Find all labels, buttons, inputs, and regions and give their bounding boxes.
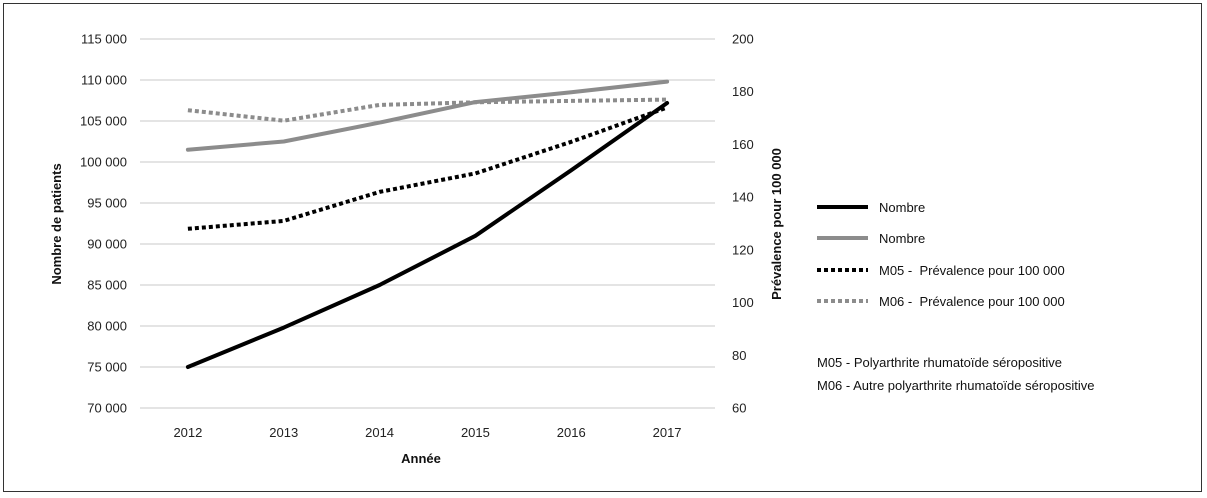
left-tick-label: 115 000 xyxy=(81,32,127,47)
x-tick-label: 2017 xyxy=(653,425,682,440)
series-line-4 xyxy=(187,97,668,123)
grid-lines xyxy=(140,38,715,409)
left-tick-label: 75 000 xyxy=(87,360,127,375)
legend: Nombre Nombre M05 - Prévalence pour 100 00… xyxy=(817,200,1065,309)
right-tick-label: 80 xyxy=(732,348,746,363)
left-tick-label: 105 000 xyxy=(80,114,127,129)
left-tick-label: 80 000 xyxy=(87,319,127,334)
legend-label: Nombre xyxy=(879,231,925,246)
right-axis-title: Prévalence pour 100 000 xyxy=(769,148,784,300)
x-axis-title: Année xyxy=(401,451,441,466)
left-tick-label: 95 000 xyxy=(87,196,127,211)
x-tick-label: 2013 xyxy=(269,425,298,440)
legend-label: Nombre xyxy=(879,200,925,215)
chart-frame xyxy=(3,3,1202,492)
legend-label: M06 - Prévalence pour 100 000 xyxy=(879,294,1065,309)
right-tick-label: 180 xyxy=(732,84,754,99)
series-line-3 xyxy=(187,105,668,231)
left-tick-label: 100 000 xyxy=(80,155,127,170)
x-tick-label: 2012 xyxy=(173,425,202,440)
right-tick-label: 60 xyxy=(732,401,746,416)
right-tick-label: 100 xyxy=(732,295,754,310)
left-tick-label: 90 000 xyxy=(87,237,127,252)
x-tick-label: 2016 xyxy=(557,425,586,440)
x-tick-label: 2014 xyxy=(365,425,394,440)
left-axis-title: Nombre de patients xyxy=(49,163,64,284)
note-m06: M06 - Autre polyarthrite rhumatoïde séro… xyxy=(817,378,1094,393)
x-axis-ticks: 2012 2013 2014 2015 2016 2017 xyxy=(173,425,681,440)
right-tick-label: 140 xyxy=(732,190,754,205)
legend-label: M05 - Prévalence pour 100 000 xyxy=(879,263,1065,278)
left-axis-ticks: 70 000 75 000 80 000 85 000 90 000 95 000 100 … xyxy=(80,32,127,416)
x-tick-label: 2015 xyxy=(461,425,490,440)
series-line-2 xyxy=(185,79,670,152)
series-line-1 xyxy=(185,101,670,369)
right-tick-label: 120 xyxy=(732,242,754,257)
left-tick-label: 110 000 xyxy=(81,73,127,88)
right-tick-label: 160 xyxy=(732,137,754,152)
left-tick-label: 70 000 xyxy=(87,401,127,416)
right-axis-ticks: 60 80 100 120 140 160 180 200 xyxy=(732,32,754,416)
note-m05: M05 - Polyarthrite rhumatoïde séropositi… xyxy=(817,355,1062,370)
right-tick-label: 200 xyxy=(732,32,754,47)
left-tick-label: 85 000 xyxy=(87,278,127,293)
series-lines xyxy=(185,79,670,369)
